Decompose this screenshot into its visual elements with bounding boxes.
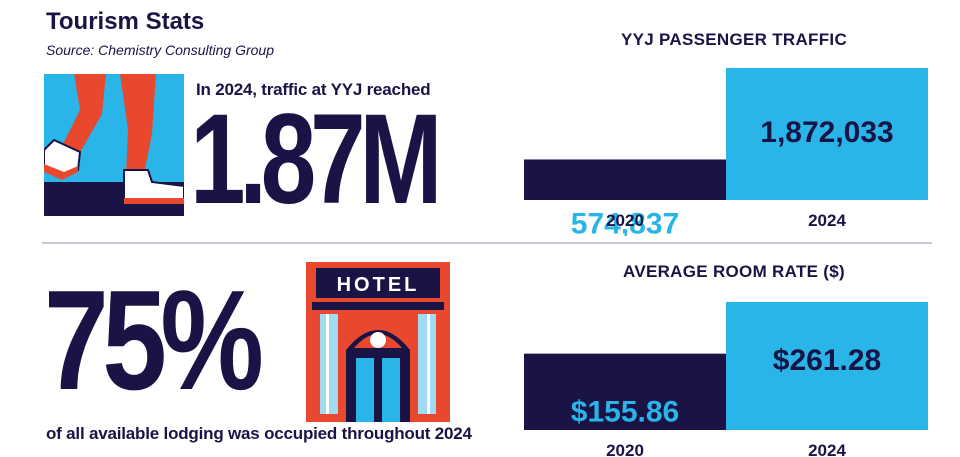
page-title: Tourism Stats: [46, 8, 205, 35]
bar-value-label-2020: $155.86: [571, 396, 679, 429]
bar-2024: [726, 302, 928, 430]
bar-value-label-2024: 1,872,033: [760, 116, 893, 149]
room-rate-chart-title: AVERAGE ROOM RATE ($): [623, 262, 845, 281]
hotel-icon: HOTEL: [306, 262, 450, 422]
walking-legs-icon: [44, 74, 184, 216]
category-label-2024: 2024: [808, 441, 846, 457]
traffic-headline-value: 1.87M: [190, 88, 443, 231]
bar-2024: [726, 68, 928, 200]
bar-2020: [524, 353, 726, 430]
section-divider: [42, 242, 932, 244]
source-note: Source: Chemistry Consulting Group: [46, 42, 274, 58]
category-label-2020: 2020: [606, 441, 644, 457]
traffic-chart-title: YYJ PASSENGER TRAFFIC: [620, 30, 848, 49]
bar-value-label-2024: $261.28: [773, 344, 881, 377]
room-rate-bar-chart: $155.86 2020 $261.28 2024: [524, 302, 928, 457]
bar-value-label-2020: 574,837: [571, 207, 679, 236]
bar-2020: [524, 159, 726, 200]
category-label-2024: 2024: [808, 211, 846, 230]
category-label-2020: 2020: [606, 211, 644, 230]
hotel-sign-text: HOTEL: [337, 274, 420, 296]
occupancy-headline-value: 75%: [44, 261, 264, 420]
occupancy-caption: of all available lodging was occupied th…: [46, 424, 472, 443]
traffic-intro-text: In 2024, traffic at YYJ reached: [196, 80, 431, 99]
